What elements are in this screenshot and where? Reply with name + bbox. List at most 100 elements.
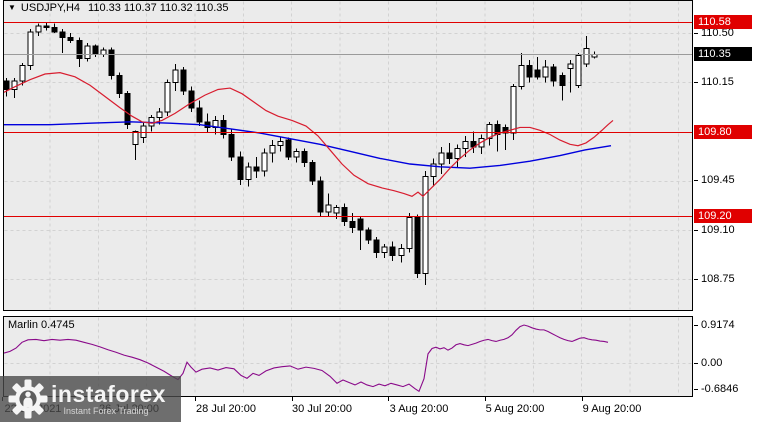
candle-body xyxy=(341,207,348,223)
candle-body xyxy=(583,48,590,65)
indicator-axis-tick xyxy=(694,362,698,364)
time-axis-label: 3 Aug 20:00 xyxy=(389,403,449,415)
candle-body xyxy=(526,65,533,78)
gear-icon xyxy=(8,379,48,419)
time-axis-label: 9 Aug 20:00 xyxy=(582,403,642,415)
price-axis-label: 109.10 xyxy=(701,223,735,236)
candle-body xyxy=(84,45,91,60)
price-level-badge: 110.58 xyxy=(694,15,752,29)
candle-body xyxy=(406,216,413,249)
candle-body xyxy=(559,74,566,86)
time-axis-tick xyxy=(581,397,583,401)
time-axis-label: 5 Aug 20:00 xyxy=(485,403,545,415)
candle-body xyxy=(76,39,83,60)
candle-body xyxy=(124,93,131,126)
indicator-panel-border xyxy=(3,316,693,397)
price-axis-label: 110.50 xyxy=(701,26,734,39)
price-axis-label: 109.45 xyxy=(701,174,735,187)
indicator-axis-tick xyxy=(694,388,698,390)
candle-body xyxy=(35,25,42,33)
candle-body xyxy=(245,166,252,180)
time-axis-tick xyxy=(291,397,293,401)
candle-body xyxy=(550,66,557,82)
candle-body xyxy=(567,63,574,69)
candle-body xyxy=(309,162,316,182)
price-axis-tick xyxy=(694,180,698,182)
price-axis-tick xyxy=(694,278,698,280)
candle-body xyxy=(365,229,372,241)
time-axis-label: 30 Jul 20:00 xyxy=(292,403,352,415)
candle-body xyxy=(277,141,284,147)
indicator-value: 0.4745 xyxy=(41,319,75,331)
indicator-axis-label: 0.9174 xyxy=(701,318,735,331)
candle-body xyxy=(381,246,388,254)
candle-body xyxy=(253,166,260,172)
logo-tagline: Instant Forex Trading xyxy=(63,406,149,416)
time-axis-label: 28 Jul 20:00 xyxy=(196,403,256,415)
candle-body xyxy=(293,150,300,158)
candle-body xyxy=(414,216,421,275)
candle-body xyxy=(156,111,163,119)
candle-body xyxy=(237,156,244,180)
symbol-title: ▼ USDJPY,H4 110.33 110.37 110.32 110.35 xyxy=(8,2,229,14)
main-chart-panel xyxy=(3,0,693,311)
candle-body xyxy=(285,139,292,158)
candle-body xyxy=(196,107,203,123)
candle-body xyxy=(438,152,445,165)
main-panel-border xyxy=(3,0,693,311)
indicator-name: Marlin xyxy=(8,319,38,331)
indicator-header: Marlin 0.4745 xyxy=(8,319,75,331)
price-axis-tick xyxy=(694,32,698,34)
candle-body xyxy=(462,141,469,150)
candle-body xyxy=(51,27,58,33)
candle-body xyxy=(575,55,582,86)
candle-body xyxy=(301,150,308,164)
candle-body xyxy=(510,86,517,134)
candle-body xyxy=(19,65,26,82)
indicator-axis-label: -0.6846 xyxy=(701,382,739,395)
ma-fast-red-line xyxy=(3,72,614,198)
price-level-badge: 109.20 xyxy=(694,209,752,223)
candle-body xyxy=(43,25,50,29)
candle-body xyxy=(261,152,268,172)
price-axis-tick xyxy=(694,82,698,83)
current-price-badge: 110.35 xyxy=(694,47,752,62)
candle-body xyxy=(542,66,549,78)
candle-body xyxy=(140,125,147,138)
candle-body xyxy=(228,133,235,158)
candle-body xyxy=(132,131,139,145)
candle-body xyxy=(27,31,34,67)
candle-body xyxy=(373,239,380,254)
ma-slow-blue-line xyxy=(4,121,612,169)
candle-body xyxy=(389,246,396,256)
candle-body xyxy=(454,148,461,159)
price-axis-label: 108.75 xyxy=(701,272,735,285)
indicator-axis-label: 0.00 xyxy=(701,356,723,369)
time-axis-tick xyxy=(388,397,390,401)
candle-body xyxy=(67,36,74,41)
candle-body xyxy=(357,218,364,231)
dropdown-triangle-icon: ▼ xyxy=(8,3,16,12)
candle-body xyxy=(164,81,171,113)
candle-body xyxy=(108,49,115,76)
candle-body xyxy=(116,74,123,95)
candle-body xyxy=(188,90,195,109)
time-axis-tick xyxy=(195,397,196,401)
price-axis-label: 110.15 xyxy=(701,76,734,88)
price-axis-tick xyxy=(694,229,698,231)
candle-body xyxy=(269,145,276,154)
person-icon xyxy=(25,391,31,397)
candle-body xyxy=(59,31,66,38)
candle-body xyxy=(317,180,324,213)
candle-body xyxy=(534,69,541,78)
candle-body xyxy=(430,163,437,178)
candle-body xyxy=(446,152,453,159)
candle-body xyxy=(180,69,187,92)
price-level-badge: 109.80 xyxy=(694,124,752,139)
candle-body xyxy=(325,204,332,213)
candle-body xyxy=(398,247,405,256)
candle-body xyxy=(333,207,340,214)
